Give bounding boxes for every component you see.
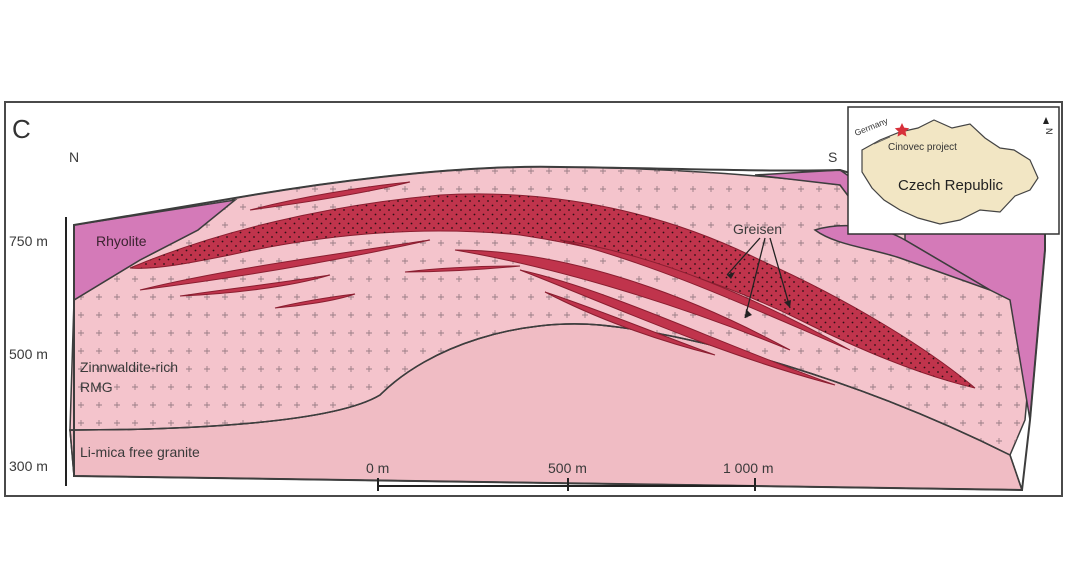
inset-north-arrow-icon [1043,117,1049,124]
geologic-section [69,165,1046,492]
inset-map: Germany Cinovec project Czech Republic N [847,106,1060,235]
greisen-vein-8 [559,239,851,351]
project-star-icon [894,123,910,137]
scale-bar: 0 m 500 m 1 000 m [366,460,774,491]
granite-label: Li-mica free granite [80,444,200,460]
greisen-pointers [726,237,791,319]
rhyolite-label: Rhyolite [96,233,147,249]
rmg-label-line1: Zinnwaldite-rich [80,359,178,375]
greisen-vein-7 [544,291,716,356]
elevation-label-300: 300 m [9,458,48,474]
greisen-bodies [129,181,976,389]
elevation-label-750: 750 m [9,233,48,249]
rmg-label-line2: RMG [80,379,113,395]
scale-label-500: 500 m [548,460,587,476]
greisen-top-lens [249,181,411,211]
greisen-vein-3 [274,293,356,309]
inset-country-label: Czech Republic [898,177,1004,194]
section-outline [73,165,1046,492]
greisen-vein-1 [139,239,431,291]
south-label: S [828,149,837,165]
inset-project-label: Cinovec project [888,142,957,153]
elevation-label-500: 500 m [9,346,48,362]
north-label: N [69,149,79,165]
inset-north-label: N [1044,128,1054,135]
scale-label-0: 0 m [366,460,389,476]
rhyolite-tongue [813,224,991,291]
scale-label-1000: 1 000 m [723,460,774,476]
greisen-vein-6 [519,269,836,386]
czech-republic-outline [861,119,1039,225]
greisen-vein-5 [454,249,791,351]
greisen-label: Greisen [733,221,782,237]
greisen-vein-4 [404,265,521,273]
panel-letter: C [12,114,31,144]
greisen-vein-2 [179,274,331,297]
